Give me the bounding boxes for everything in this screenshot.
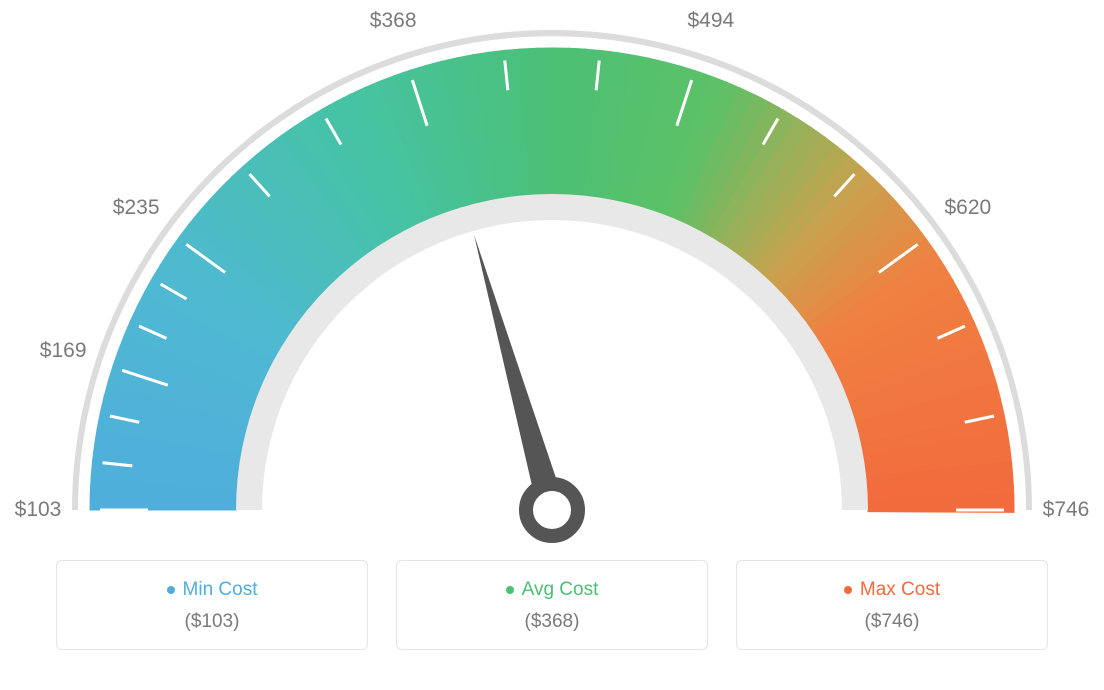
tick-label: $746 — [1043, 498, 1090, 522]
tick-label: $169 — [40, 339, 87, 363]
needle — [474, 235, 565, 514]
legend-row: Min Cost ($103) Avg Cost ($368) Max Cost ($74… — [0, 560, 1104, 650]
legend-title: Max Cost — [844, 579, 940, 601]
legend-card-max: Max Cost ($746) — [736, 560, 1048, 650]
tick-label: $103 — [15, 498, 62, 522]
legend-dot-icon — [506, 586, 514, 594]
legend-value: ($746) — [737, 611, 1047, 633]
legend-dot-icon — [167, 586, 175, 594]
tick-label: $494 — [687, 9, 734, 33]
legend-title: Min Cost — [167, 579, 258, 601]
legend-value: ($368) — [397, 611, 707, 633]
color-band — [90, 48, 1014, 512]
tick-label: $368 — [370, 9, 417, 33]
needle-hub — [526, 484, 578, 536]
legend-dot-icon — [844, 586, 852, 594]
legend-title-text: Min Cost — [183, 579, 258, 601]
tick-label: $620 — [944, 196, 991, 220]
legend-card-min: Min Cost ($103) — [56, 560, 368, 650]
gauge-chart: $103 $169 $235 $368 $494 $620 $746 — [0, 0, 1104, 560]
tick-label: $235 — [113, 196, 160, 220]
legend-title-text: Max Cost — [860, 579, 940, 601]
gauge-svg — [0, 0, 1104, 560]
legend-title: Avg Cost — [506, 579, 599, 601]
legend-card-avg: Avg Cost ($368) — [396, 560, 708, 650]
legend-title-text: Avg Cost — [522, 579, 599, 601]
legend-value: ($103) — [57, 611, 367, 633]
